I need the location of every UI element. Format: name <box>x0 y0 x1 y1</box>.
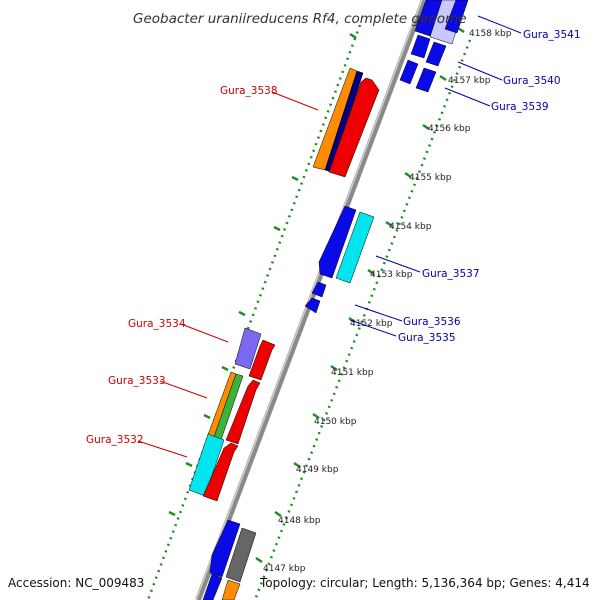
label-leaders <box>137 15 522 458</box>
tick-label: 4156 kbp <box>428 124 471 134</box>
gene-label-gura-3534[interactable]: Gura_3534 <box>128 318 186 330</box>
gene-bottom-gray[interactable] <box>225 527 257 583</box>
gene-label-gura-3541[interactable]: Gura_3541 <box>523 29 581 41</box>
gene-label-gura-3539[interactable]: Gura_3539 <box>491 101 549 113</box>
tick-label: 4151 kbp <box>331 368 374 378</box>
gene-bottom-blue-1[interactable] <box>209 519 241 578</box>
gene-3538-red-arrow[interactable] <box>328 77 380 178</box>
gene-3533-red-arrow[interactable] <box>225 379 261 445</box>
tick-label: 4158 kbp <box>469 29 512 39</box>
gene-3540-blue-2[interactable] <box>425 41 447 67</box>
gene-3540-blue-1[interactable] <box>410 34 431 59</box>
accession-text: Accession: NC_009483 <box>8 576 144 590</box>
gene-label-gura-3537[interactable]: Gura_3537 <box>422 268 480 280</box>
gene-label-gura-3540[interactable]: Gura_3540 <box>503 75 561 87</box>
gene-3541-blue[interactable] <box>414 0 443 37</box>
gene-3532-red-arrow[interactable] <box>202 442 239 502</box>
tick-label: 4157 kbp <box>448 76 491 86</box>
tick-label: 4155 kbp <box>409 173 452 183</box>
gene-3535-blue[interactable] <box>304 297 321 314</box>
gene-label-gura-3538[interactable]: Gura_3538 <box>220 85 278 97</box>
topology-text: Topology: circular; Length: 5,136,364 bp… <box>259 576 590 590</box>
gene-label-gura-3536[interactable]: Gura_3536 <box>403 316 461 328</box>
map-title: Geobacter uraniireducens Rf4, complete g… <box>133 11 467 27</box>
tick-label: 4153 kbp <box>370 270 413 280</box>
gene-label-gura-3532[interactable]: Gura_3532 <box>86 434 144 446</box>
gene-3537-cyan[interactable] <box>335 211 375 284</box>
genome-backbone-highlight <box>195 0 423 600</box>
inner-tick-ring <box>253 39 472 600</box>
tick-label: 4149 kbp <box>296 465 339 475</box>
outer-tick-ring <box>146 24 362 600</box>
tick-label: 4154 kbp <box>389 222 432 232</box>
gene-3534-purple[interactable] <box>234 327 262 370</box>
gene-label-gura-3533[interactable]: Gura_3533 <box>108 375 166 387</box>
gene-3539-blue-2[interactable] <box>415 67 437 93</box>
gene-3536-blue[interactable] <box>311 281 327 298</box>
gene-bottom-orange[interactable] <box>221 579 241 600</box>
gene-label-gura-3535[interactable]: Gura_3535 <box>398 332 456 344</box>
gene-3539-blue-1[interactable] <box>399 59 419 85</box>
gene-3537-blue-arrow[interactable] <box>318 205 357 279</box>
tick-label: 4152 kbp <box>350 319 393 329</box>
tick-label: 4147 kbp <box>263 564 306 574</box>
gene-3534-red-arrow[interactable] <box>248 339 276 381</box>
gene-3541-blue-2[interactable] <box>444 0 469 34</box>
tick-label: 4148 kbp <box>278 516 321 526</box>
tick-label: 4150 kbp <box>314 417 357 427</box>
gene-bottom-blue-2[interactable] <box>202 573 223 600</box>
